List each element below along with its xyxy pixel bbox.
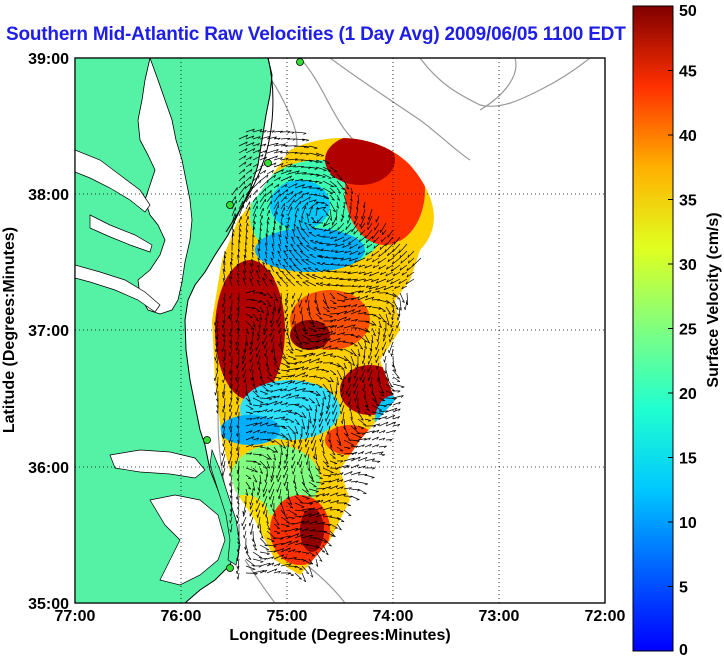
x-tick-label: 77:00 [55,608,96,625]
colorbar-tick-label: 40 [679,128,697,145]
radar-station [226,564,234,572]
colorbar-tick-label: 50 [679,3,697,20]
velocity-vectors [213,128,422,583]
colorbar-tick-label: 30 [679,257,697,274]
y-axis-ticks: 39:00 38:00 37:00 36:00 35:00 [28,51,69,613]
radar-station [226,201,234,209]
map-title: Southern Mid-Atlantic Raw Velocities (1 … [6,24,626,45]
york-james-river [75,264,161,313]
potomac-river [75,149,151,213]
pamlico-sound [149,494,226,586]
y-tick-label: 38:00 [28,187,69,204]
colorbar-tick-label: 20 [679,386,697,403]
radar-station [264,159,272,167]
outer-banks [209,448,241,566]
colorbar-ticks: 0 5 10 15 20 25 30 35 40 45 50 [668,3,697,659]
colorbar-tick-label: 45 [679,64,697,81]
x-tick-label: 75:00 [267,608,308,625]
colorbar-tick-label: 0 [679,642,688,659]
x-axis-label: Longitude (Degrees:Minutes) [229,627,450,644]
x-axis-ticks: 77:00 76:00 75:00 74:00 73:00 72:00 [55,608,626,625]
colorbar-tick-label: 10 [679,515,697,532]
delmarva-coast [225,58,274,233]
y-tick-label: 36:00 [28,460,69,477]
y-tick-label: 35:00 [28,596,69,613]
y-axis-label: Latitude (Degrees:Minutes) [1,227,18,433]
plot-frame [74,57,606,604]
rappahannock-river [89,214,153,253]
y-tick-label: 37:00 [28,323,69,340]
radar-stations [203,58,304,572]
colorbar [632,5,674,652]
colorbar-tick-label: 35 [679,193,697,210]
radar-station [203,436,211,444]
x-tick-label: 72:00 [585,608,626,625]
colorbar-tick-label: 15 [679,451,697,468]
colorbar-label: Surface Velocity (cm/s) [705,212,722,387]
x-tick-label: 76:00 [161,608,202,625]
radar-station [296,58,304,66]
x-tick-label: 73:00 [479,608,520,625]
lat-lon-grid [75,58,605,603]
y-tick-label: 39:00 [28,51,69,68]
x-tick-label: 74:00 [373,608,414,625]
colorbar-tick-label: 25 [679,322,697,339]
colorbar-tick-label: 5 [679,580,688,597]
